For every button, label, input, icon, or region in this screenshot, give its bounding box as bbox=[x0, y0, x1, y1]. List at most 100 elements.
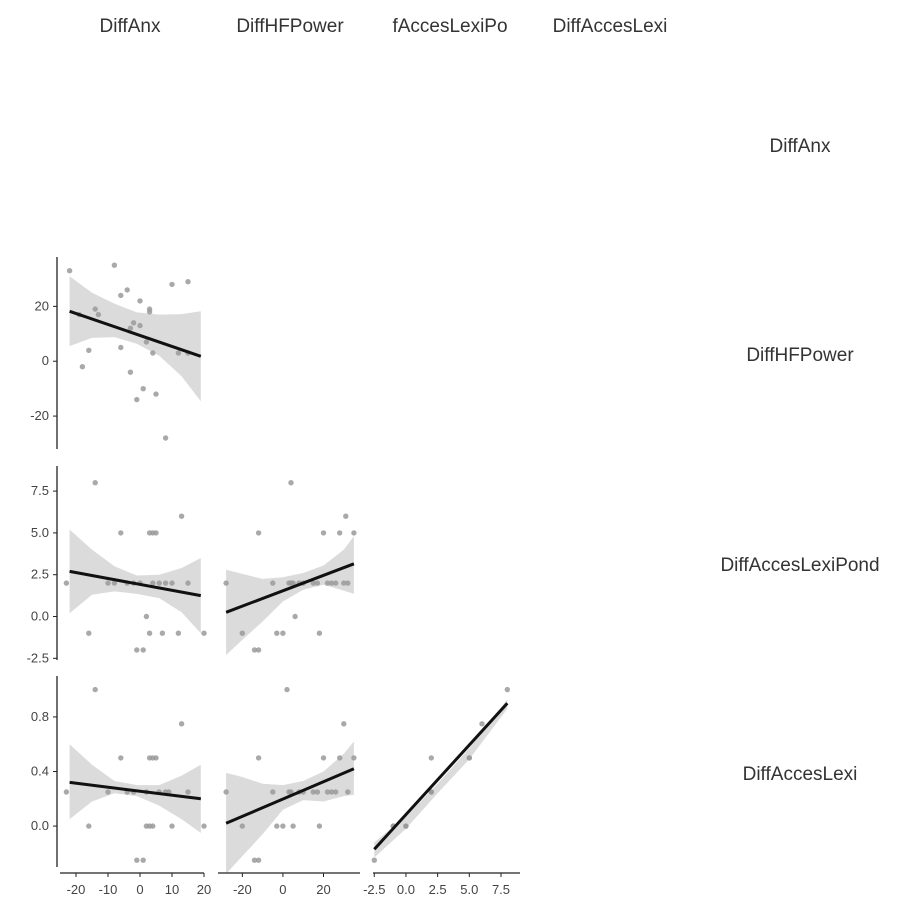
data-point bbox=[337, 755, 343, 761]
y-axis-DiffHFPower: -20 0 20 bbox=[30, 257, 58, 449]
data-point bbox=[118, 292, 124, 299]
x-tick-label: 7.5 bbox=[492, 882, 510, 897]
data-point bbox=[270, 580, 276, 586]
row-header-4: DiffAccesLexi bbox=[743, 764, 858, 785]
y-tick-label: 7.5 bbox=[31, 483, 49, 498]
data-point bbox=[118, 530, 124, 536]
confidence-band bbox=[226, 741, 354, 874]
confidence-band bbox=[69, 276, 201, 402]
data-point bbox=[137, 298, 143, 304]
data-point bbox=[428, 755, 434, 761]
data-point bbox=[280, 823, 286, 829]
data-point bbox=[175, 350, 182, 356]
regression-line bbox=[373, 702, 509, 851]
y-tick-label: 5.0 bbox=[31, 525, 49, 540]
x-tick-label: 0 bbox=[136, 882, 143, 897]
data-point bbox=[466, 755, 472, 761]
regression-line bbox=[69, 569, 202, 598]
data-point bbox=[140, 647, 146, 653]
y-tick-label: 2.5 bbox=[31, 567, 49, 582]
data-point bbox=[134, 396, 140, 403]
data-point bbox=[118, 344, 124, 351]
x-tick-label: -10 bbox=[99, 882, 118, 897]
row-header-3: DiffAccesLexiPond bbox=[720, 555, 879, 576]
data-point bbox=[130, 320, 137, 326]
data-point bbox=[316, 630, 323, 636]
data-point bbox=[79, 364, 86, 370]
data-point bbox=[201, 630, 207, 636]
data-point bbox=[274, 630, 280, 636]
data-point bbox=[185, 580, 191, 586]
row-header-2: DiffHFPower bbox=[746, 345, 854, 366]
y-tick-label: 0.0 bbox=[31, 609, 49, 624]
data-point bbox=[320, 530, 327, 536]
data-point bbox=[178, 513, 185, 519]
data-point bbox=[239, 630, 245, 636]
data-point bbox=[328, 789, 335, 795]
regression-line bbox=[69, 309, 202, 358]
panel-DiffAnx-vs-DiffAccesLexiPond bbox=[63, 480, 207, 653]
data-point bbox=[175, 630, 182, 636]
data-point bbox=[153, 391, 159, 397]
y-tick-label: 0.4 bbox=[31, 764, 49, 779]
panel-DiffHFPower-vs-DiffAccesLexi bbox=[223, 686, 357, 874]
data-point bbox=[92, 306, 98, 312]
data-point bbox=[127, 369, 134, 375]
axes-layer: -20 0 20 -2.5 0.0 2.5 5.0 7.5 0.0 0.4 0.8 -20 -10 0 10… bbox=[27, 257, 520, 897]
data-point bbox=[255, 755, 262, 761]
data-point bbox=[86, 823, 92, 829]
data-point bbox=[314, 789, 321, 795]
data-point bbox=[169, 823, 175, 829]
panel-DiffAnx-vs-DiffAccesLexi bbox=[63, 686, 207, 863]
y-tick-label: 0 bbox=[42, 353, 49, 368]
data-point bbox=[284, 686, 290, 693]
data-point bbox=[255, 530, 262, 536]
data-point bbox=[201, 823, 207, 829]
data-point bbox=[324, 580, 331, 586]
data-point bbox=[105, 789, 111, 795]
data-point bbox=[337, 530, 343, 536]
column-header-2: DiffHFPower bbox=[236, 16, 344, 37]
x-axis-DiffHFPower: -20 0 20 bbox=[218, 872, 360, 897]
x-tick-label: 10 bbox=[165, 882, 179, 897]
data-point bbox=[255, 647, 262, 653]
data-point bbox=[153, 755, 159, 761]
x-tick-label: -20 bbox=[233, 882, 252, 897]
data-point bbox=[351, 755, 357, 761]
data-point bbox=[162, 580, 169, 586]
data-point bbox=[127, 325, 134, 331]
data-point bbox=[150, 350, 156, 356]
data-point bbox=[324, 789, 331, 795]
data-point bbox=[143, 339, 150, 345]
data-point bbox=[316, 823, 323, 829]
data-point bbox=[288, 789, 294, 795]
data-point bbox=[105, 580, 111, 586]
data-point bbox=[92, 480, 98, 486]
column-header-1: DiffAnx bbox=[100, 16, 161, 37]
data-point bbox=[63, 580, 70, 586]
data-point bbox=[185, 789, 191, 795]
regression-line bbox=[69, 780, 201, 801]
data-point bbox=[124, 287, 130, 293]
data-point bbox=[288, 480, 294, 486]
panel-DiffHFPower-vs-DiffAccesLexiPond bbox=[223, 480, 357, 655]
data-point bbox=[134, 647, 140, 653]
data-point bbox=[333, 580, 339, 586]
data-point bbox=[146, 630, 153, 636]
data-point bbox=[314, 580, 321, 586]
data-point bbox=[159, 630, 166, 636]
panels-layer bbox=[63, 262, 510, 874]
data-point bbox=[403, 823, 409, 829]
y-tick-label: -20 bbox=[30, 408, 49, 423]
data-point bbox=[140, 386, 146, 392]
confidence-band bbox=[69, 744, 201, 833]
data-point bbox=[239, 823, 245, 829]
data-point bbox=[111, 580, 118, 586]
x-tick-label: 20 bbox=[316, 882, 330, 897]
data-point bbox=[63, 789, 70, 795]
row-header-1: DiffAnx bbox=[770, 136, 831, 157]
column-header-3: fAccesLexiPo bbox=[392, 16, 507, 37]
column-header-4: DiffAccesLexi bbox=[553, 16, 668, 37]
data-point bbox=[341, 580, 347, 586]
data-point bbox=[140, 857, 146, 863]
